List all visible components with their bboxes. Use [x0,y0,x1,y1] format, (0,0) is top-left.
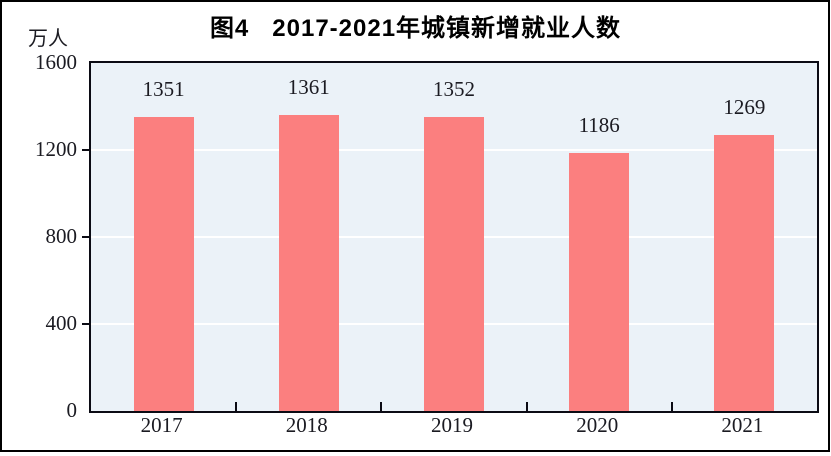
bar-2018 [278,114,339,411]
x-axis-tick [525,402,528,411]
plot-area: 1351 1361 1352 1186 1269 [82,61,819,413]
bar-value-label: 1361 [287,74,330,99]
y-axis-tick [82,323,89,325]
bar-2020 [569,153,630,411]
y-axis-tick [82,236,89,238]
bar-value-label: 1352 [433,76,475,101]
x-axis-tick-label: 2017 [140,413,183,437]
x-axis-tick-label: 2019 [430,413,473,437]
y-axis-tick-label: 1600 [35,50,77,74]
y-axis-unit-label: 万人 [28,28,68,50]
x-axis-tick [235,402,238,411]
bar-2017 [133,117,194,411]
bar-value-label: 1186 [578,113,620,138]
y-axis-tick-label: 1200 [35,137,77,161]
x-axis-tick [380,402,383,411]
y-axis-labels: 0 400 800 1200 1600 [0,52,78,421]
y-axis-tick-label: 400 [45,311,78,335]
x-axis-labels: 2017 2018 2019 2020 2021 [89,415,819,445]
x-axis-tick-label: 2020 [576,413,619,437]
y-axis-tick-label: 800 [45,224,78,248]
bar-2021 [714,135,775,411]
x-axis-tick [670,402,673,411]
x-axis-tick-label: 2021 [721,413,764,437]
bar-value-label: 1351 [142,77,185,102]
x-axis-tick-label: 2018 [285,413,328,437]
bar-value-label: 1269 [723,95,766,119]
y-axis-tick [82,149,89,151]
y-axis-tick-label: 0 [66,398,78,422]
bar-2019 [424,116,484,411]
chart-title: 图4 2017-2021年城镇新增就业人数 [209,15,622,42]
